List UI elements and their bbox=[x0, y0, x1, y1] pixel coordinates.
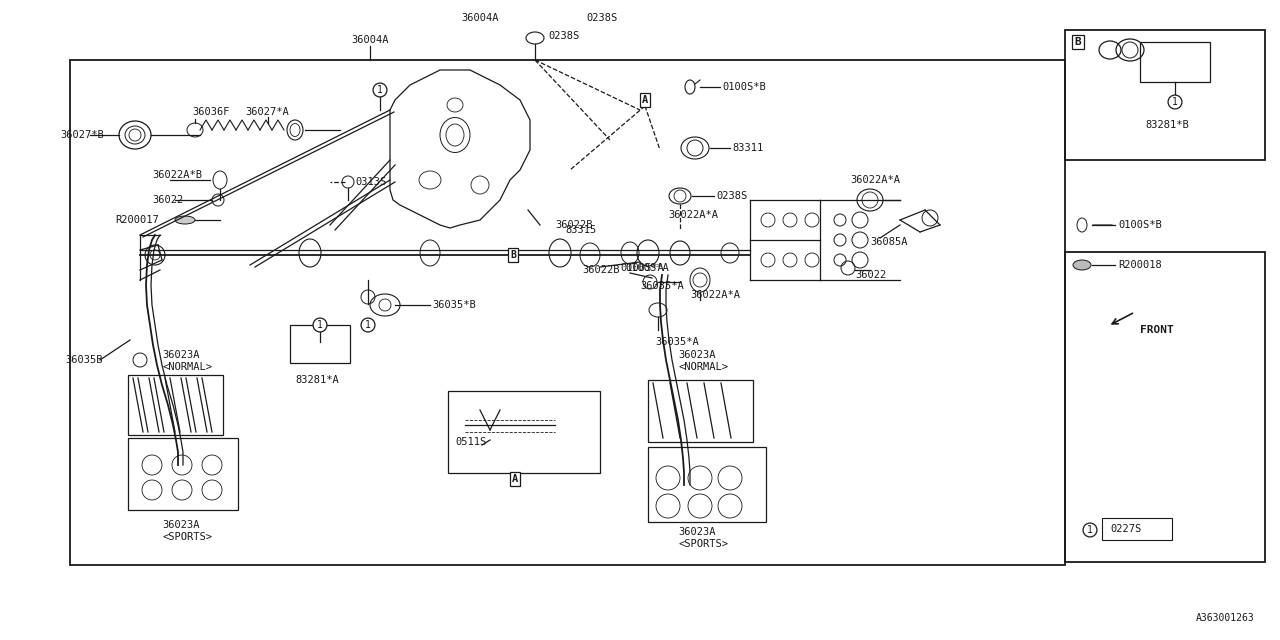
Bar bbox=[1102, 518, 1172, 540]
Text: A: A bbox=[512, 474, 518, 484]
Text: 0313S: 0313S bbox=[355, 177, 387, 187]
Text: 36023A: 36023A bbox=[163, 520, 200, 530]
Text: 36022A*A: 36022A*A bbox=[668, 210, 718, 220]
Text: 36022A*A: 36022A*A bbox=[690, 290, 740, 300]
Text: 36022A*A: 36022A*A bbox=[850, 175, 900, 185]
Text: 36022B: 36022B bbox=[556, 220, 593, 230]
Text: R200017: R200017 bbox=[115, 215, 159, 225]
Bar bbox=[1065, 252, 1265, 562]
Text: 36004A: 36004A bbox=[461, 13, 499, 23]
Text: 1: 1 bbox=[1087, 525, 1093, 535]
Text: 36022A*B: 36022A*B bbox=[152, 170, 202, 180]
Text: 0511S: 0511S bbox=[454, 437, 486, 447]
Bar bbox=[648, 380, 753, 442]
Text: 0238S: 0238S bbox=[548, 31, 580, 41]
Text: 0100S*A: 0100S*A bbox=[625, 263, 668, 273]
Text: A363001263: A363001263 bbox=[1197, 613, 1254, 623]
Text: 36035*B: 36035*B bbox=[433, 300, 476, 310]
Text: <SPORTS>: <SPORTS> bbox=[678, 539, 728, 549]
Circle shape bbox=[133, 353, 147, 367]
Text: 36004A: 36004A bbox=[351, 35, 389, 45]
Text: 36085A: 36085A bbox=[870, 237, 908, 247]
Text: 0100S*A: 0100S*A bbox=[620, 263, 664, 273]
Text: 1: 1 bbox=[365, 320, 371, 330]
Bar bbox=[648, 447, 765, 522]
Text: 36022B: 36022B bbox=[582, 265, 620, 275]
Text: 36027*B: 36027*B bbox=[60, 130, 104, 140]
Text: R200018: R200018 bbox=[1117, 260, 1162, 270]
Text: 36023A: 36023A bbox=[678, 350, 716, 360]
Text: 1: 1 bbox=[378, 85, 383, 95]
Text: 36023A: 36023A bbox=[678, 527, 716, 537]
Text: 0238S: 0238S bbox=[586, 13, 617, 23]
Text: <SPORTS>: <SPORTS> bbox=[163, 532, 212, 542]
Text: 36035*A: 36035*A bbox=[655, 337, 699, 347]
Text: B: B bbox=[509, 250, 516, 260]
Text: 36022: 36022 bbox=[152, 195, 183, 205]
Text: 83281*A: 83281*A bbox=[294, 375, 339, 385]
Ellipse shape bbox=[1073, 260, 1091, 270]
Text: 36027*A: 36027*A bbox=[244, 107, 289, 117]
Text: 36023A: 36023A bbox=[163, 350, 200, 360]
Text: 0227S: 0227S bbox=[1110, 524, 1142, 534]
Text: <NORMAL>: <NORMAL> bbox=[678, 362, 728, 372]
Bar bbox=[291, 325, 349, 363]
Bar bbox=[448, 391, 600, 473]
Text: 36036F: 36036F bbox=[192, 107, 229, 117]
Bar bbox=[128, 375, 223, 435]
Bar bbox=[70, 60, 1065, 565]
Text: 83311: 83311 bbox=[732, 143, 763, 153]
Text: <NORMAL>: <NORMAL> bbox=[163, 362, 212, 372]
Text: FRONT: FRONT bbox=[1140, 325, 1174, 335]
Text: 36035*A: 36035*A bbox=[640, 281, 684, 291]
Bar bbox=[1065, 30, 1265, 160]
Text: 83315: 83315 bbox=[564, 225, 596, 235]
Text: 83281*B: 83281*B bbox=[1146, 120, 1189, 130]
Text: 1: 1 bbox=[1172, 97, 1178, 107]
Ellipse shape bbox=[175, 216, 195, 224]
Bar bbox=[128, 438, 238, 510]
Text: 0238S: 0238S bbox=[716, 191, 748, 201]
Text: 36022: 36022 bbox=[855, 270, 886, 280]
Text: A: A bbox=[641, 95, 648, 105]
Text: B: B bbox=[1075, 37, 1082, 47]
Text: 0100S*B: 0100S*B bbox=[1117, 220, 1162, 230]
Text: 0100S*B: 0100S*B bbox=[722, 82, 765, 92]
Text: 1: 1 bbox=[317, 320, 323, 330]
Text: 36035B: 36035B bbox=[65, 355, 102, 365]
Bar bbox=[1140, 42, 1210, 82]
